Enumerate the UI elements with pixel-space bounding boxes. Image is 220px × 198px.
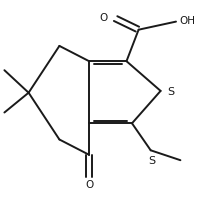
Text: S: S (167, 87, 174, 97)
Text: O: O (85, 180, 93, 190)
Text: S: S (148, 156, 155, 166)
Text: O: O (99, 13, 108, 23)
Text: OH: OH (179, 16, 195, 26)
